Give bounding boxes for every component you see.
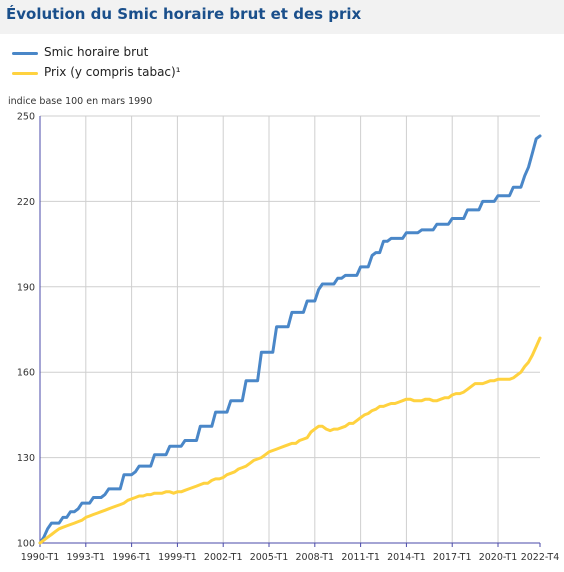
x-tick-label: 2020-T1	[479, 552, 518, 563]
chart-title: Évolution du Smic horaire brut et des pr…	[6, 5, 362, 23]
chart-header: Évolution du Smic horaire brut et des pr…	[0, 0, 564, 34]
series-line-prix	[38, 336, 542, 545]
legend-label-prix: Prix (y compris tabac)¹	[44, 65, 181, 79]
x-tick-label: 2011-T1	[341, 552, 380, 563]
legend-swatch-prix	[12, 72, 38, 75]
x-tick-label: 1996-T1	[112, 552, 151, 563]
x-tick-label: 1990-T1	[21, 552, 60, 563]
legend-label-smic: Smic horaire brut	[44, 45, 149, 59]
y-tick-label: 160	[17, 368, 35, 379]
y-tick-label: 190	[17, 282, 35, 293]
x-tick-label: 2002-T1	[204, 552, 243, 563]
legend-swatch-smic	[12, 52, 38, 55]
x-tick-label: 1993-T1	[67, 552, 106, 563]
x-tick-label: 2014-T1	[387, 552, 426, 563]
y-tick-label: 130	[17, 453, 35, 464]
y-tick-label: 100	[17, 539, 35, 550]
x-tick-label: 2022-T4	[521, 552, 560, 563]
series-line-smic	[38, 134, 542, 545]
y-axis-label: indice base 100 en mars 1990	[8, 96, 153, 107]
x-tick-label: 2017-T1	[433, 552, 472, 563]
x-tick-label: 2008-T1	[296, 552, 335, 563]
y-tick-label: 220	[17, 197, 35, 208]
x-tick-label: 1999-T1	[158, 552, 197, 563]
y-tick-label: 250	[17, 112, 35, 123]
x-tick-label: 2005-T1	[250, 552, 289, 563]
